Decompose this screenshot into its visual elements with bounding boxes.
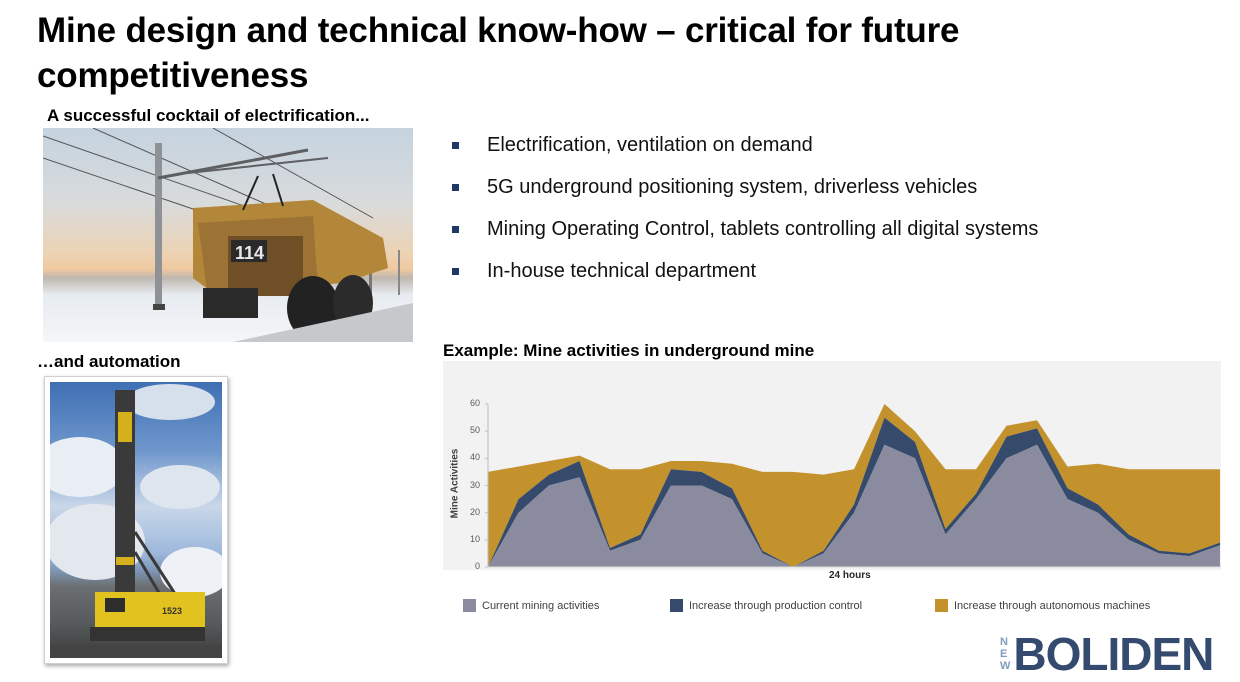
square-bullet-icon (452, 267, 459, 275)
legend-item-production-control: Increase through production control (670, 599, 935, 612)
stacked-area-chart (485, 403, 1221, 568)
y-tick-label: 60 (469, 398, 480, 408)
y-tick-label: 30 (469, 479, 480, 490)
y-tick-label: 0 (474, 561, 480, 571)
square-bullet-icon (452, 141, 459, 149)
drill-rig-illustration: 1523 (50, 384, 222, 658)
chart-title: Example: Mine activities in underground … (443, 341, 815, 360)
bullet-text: Mining Operating Control, tablets contro… (487, 217, 1039, 240)
y-tick-label: 20 (469, 506, 480, 517)
slide-title: Mine design and technical know-how – cri… (37, 11, 960, 95)
rig-number: 1523 (162, 606, 182, 616)
legend-label: Increase through autonomous machines (954, 599, 1151, 612)
square-bullet-icon (452, 225, 459, 233)
bullet-item: Mining Operating Control, tablets contro… (452, 208, 1038, 250)
logo-letter: E (1000, 648, 1008, 660)
area-autonomous-machines (488, 404, 1220, 567)
drill-rig-photo: 1523 (50, 382, 222, 658)
area-production-control (488, 417, 1220, 567)
logo-letter: N (1000, 636, 1008, 648)
square-bullet-icon (452, 183, 459, 191)
drill-rig-photo-frame: 1523 (44, 376, 228, 664)
truck-number: 114 (235, 243, 264, 263)
y-tick-label: 10 (469, 533, 480, 544)
legend-label: Increase through production control (689, 599, 863, 612)
legend-item-current: Current mining activities (463, 599, 670, 612)
electrification-caption: A successful cocktail of electrification… (47, 106, 370, 125)
bullet-list: Electrification, ventilation on demand 5… (452, 124, 1038, 292)
electric-truck-illustration: 114 (43, 128, 413, 342)
bullet-text: Electrification, ventilation on demand (487, 133, 813, 156)
logo-new-prefix: N E W (1000, 636, 1010, 672)
bullet-item: Electrification, ventilation on demand (452, 124, 1038, 166)
logo-wordmark: BOLIDEN (1013, 628, 1214, 680)
legend-swatch-current (463, 599, 476, 612)
bullet-item: 5G underground positioning system, drive… (452, 166, 1038, 208)
x-axis-label: 24 hours (829, 570, 871, 581)
area-current-mining (488, 444, 1220, 567)
legend-swatch-autonomous (935, 599, 948, 612)
legend-item-autonomous: Increase through autonomous machines (935, 599, 1150, 612)
legend-label: Current mining activities (482, 599, 600, 612)
y-tick-label: 40 (469, 452, 480, 463)
automation-caption: …and automation (37, 352, 181, 371)
chart-legend: Current mining activities Increase throu… (463, 599, 1150, 612)
bullet-item: In-house technical department (452, 250, 1038, 292)
bullet-text: 5G underground positioning system, drive… (487, 175, 978, 198)
electric-truck-photo: 114 (43, 128, 413, 342)
logo-letter: W (1000, 660, 1011, 672)
bullet-text: In-house technical department (487, 259, 757, 282)
legend-swatch-production-control (670, 599, 683, 612)
y-tick-label: 50 (469, 425, 480, 436)
boliden-logo: N E W BOLIDEN (1000, 628, 1214, 680)
